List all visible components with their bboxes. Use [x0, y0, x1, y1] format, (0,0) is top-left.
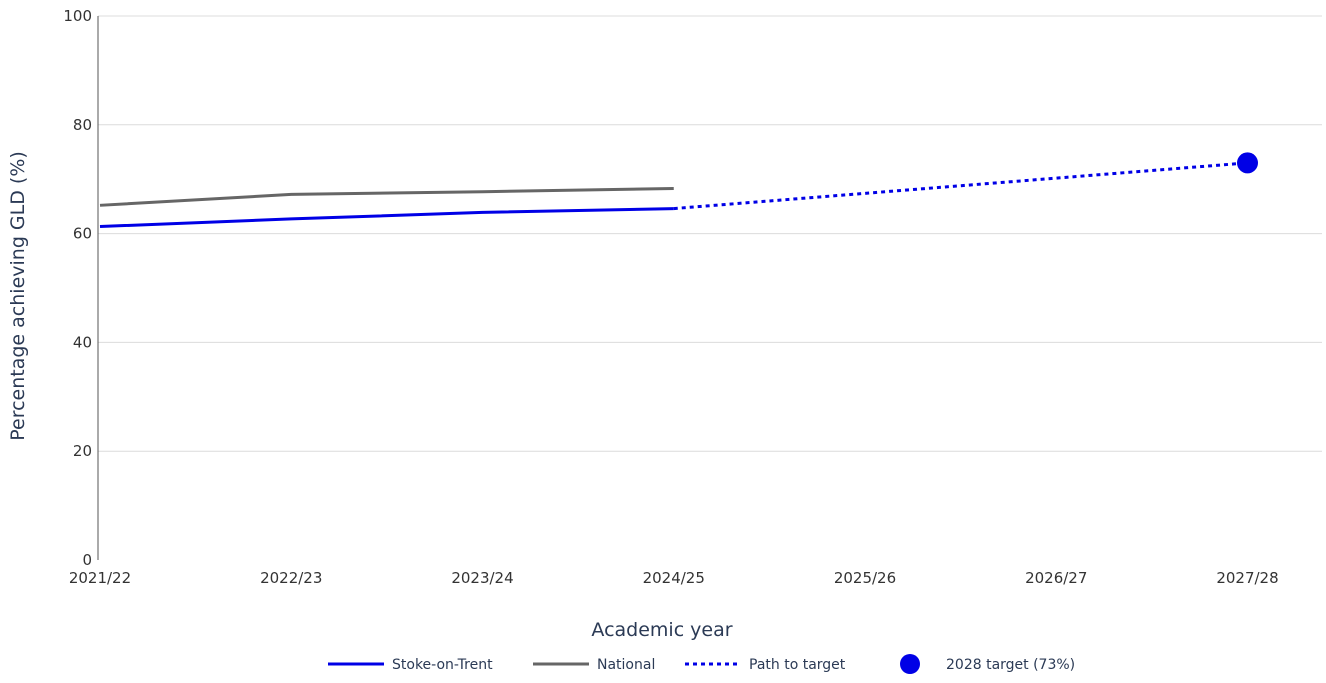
x-tick-label: 2021/22	[69, 569, 131, 587]
x-tick-label: 2025/26	[834, 569, 896, 587]
legend-label-2028-target-73: 2028 target (73%)	[946, 657, 1075, 673]
x-tick-label: 2026/27	[1025, 569, 1087, 587]
y-tick-label: 60	[73, 225, 92, 243]
series-line-path-to-target	[673, 161, 1248, 211]
x-tick-label: 2023/24	[451, 569, 513, 587]
y-tick-label: 0	[82, 551, 92, 569]
series-marker-2028-target-73	[1237, 152, 1258, 174]
y-tick-label: 100	[63, 7, 92, 25]
y-axis-ticks: 0 20 40 60 80 100	[63, 7, 92, 569]
series-layer	[99, 152, 1258, 229]
x-tick-label: 2022/23	[260, 569, 322, 587]
gridlines	[98, 15, 1322, 452]
legend-label-stoke-on-trent: Stoke-on-Trent	[392, 657, 493, 673]
y-tick-label: 80	[73, 116, 92, 134]
x-axis-title: Academic year	[591, 619, 732, 641]
x-axis-ticks: 2021/22 2022/23 2023/24 2024/25 2025/26 2026/…	[69, 569, 1279, 587]
legend-label-national: National	[597, 657, 655, 673]
x-tick-label: 2027/28	[1216, 569, 1278, 587]
legend: Stoke-on-Trent National Path to target 2028…	[328, 654, 1075, 674]
y-tick-label: 40	[73, 333, 92, 351]
y-axis-title: Percentage achieving GLD (%)	[7, 151, 29, 441]
series-line-national	[99, 186, 674, 207]
legend-swatch-2028-target-73	[900, 654, 920, 674]
y-tick-label: 20	[73, 442, 92, 460]
legend-label-path-to-target: Path to target	[749, 657, 846, 673]
series-line-stoke-on-trent	[99, 207, 674, 229]
x-tick-label: 2024/25	[643, 569, 705, 587]
